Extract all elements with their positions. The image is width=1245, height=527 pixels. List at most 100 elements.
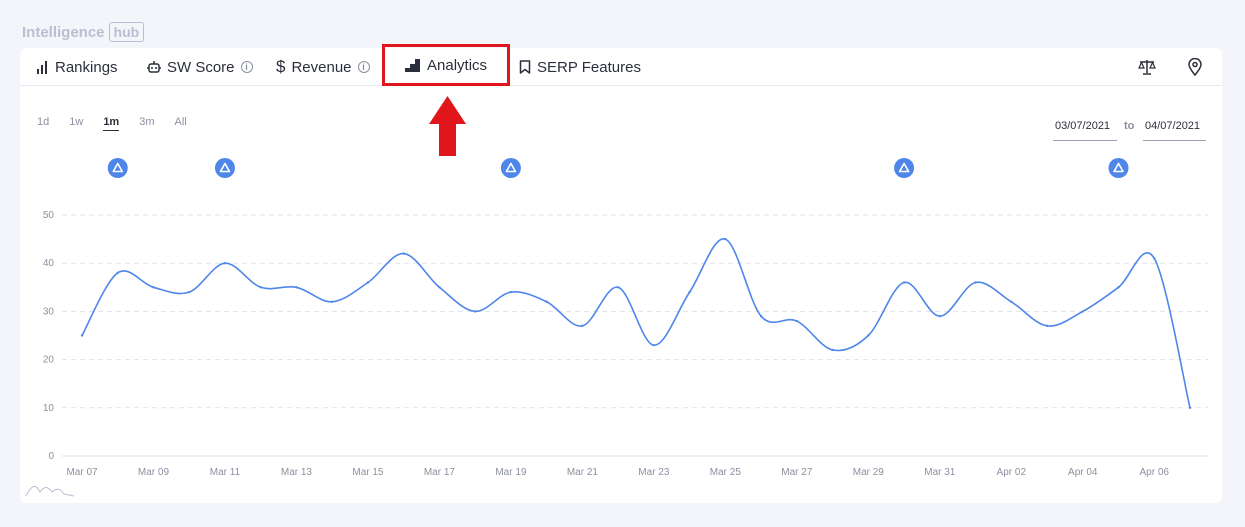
data-point bbox=[330, 300, 334, 303]
x-tick-label: Mar 27 bbox=[781, 467, 813, 478]
data-point bbox=[152, 286, 155, 289]
x-tick-label: Mar 21 bbox=[567, 467, 599, 478]
analytics-card: 0 10 20 30 40 50 Mar 07 Mar 09 Mar 11 Mar 13 Mar 1… bbox=[20, 44, 1222, 503]
y-tick-label: 10 bbox=[43, 403, 55, 414]
y-tick-label: 40 bbox=[43, 258, 55, 269]
data-point bbox=[402, 252, 405, 255]
y-tick-label: 20 bbox=[43, 355, 55, 366]
x-tick-label: Mar 25 bbox=[710, 467, 742, 478]
tab-label: SERP Features bbox=[537, 58, 641, 76]
data-point bbox=[902, 281, 906, 284]
tab-revenue[interactable]: $ Revenue i bbox=[276, 48, 370, 86]
data-point bbox=[759, 315, 763, 318]
x-tick-label: Apr 06 bbox=[1140, 467, 1170, 478]
annotation-marker bbox=[894, 158, 915, 178]
tab-sw-score[interactable]: SW Score i bbox=[147, 48, 253, 86]
x-tick-label: Mar 15 bbox=[352, 467, 384, 478]
x-tick-label: Mar 09 bbox=[138, 467, 170, 478]
data-point bbox=[1188, 406, 1192, 409]
tab-label: Revenue bbox=[291, 58, 352, 76]
date-from-input[interactable]: 03/07/2021 bbox=[1053, 118, 1117, 141]
x-tick-label: Mar 11 bbox=[210, 467, 241, 478]
red-arrow-up-icon bbox=[429, 96, 466, 161]
date-to-input[interactable]: 04/07/2021 bbox=[1143, 118, 1206, 141]
annotation-marker bbox=[107, 158, 128, 178]
annotation-marker bbox=[1108, 158, 1129, 178]
dollar-icon: $ bbox=[276, 57, 286, 76]
tab-label: SW Score bbox=[167, 58, 235, 76]
data-point bbox=[616, 286, 620, 289]
data-point bbox=[116, 271, 119, 275]
range-all[interactable]: All bbox=[174, 116, 187, 128]
steps-chart-icon bbox=[405, 58, 420, 72]
sparkline-icon bbox=[25, 486, 75, 497]
data-point bbox=[1010, 300, 1013, 303]
y-tick-label: 30 bbox=[43, 306, 55, 317]
triangle-icon bbox=[1113, 162, 1124, 173]
x-tick-label: Mar 29 bbox=[853, 467, 885, 478]
data-point bbox=[545, 300, 548, 303]
x-tick-label: Mar 07 bbox=[66, 467, 98, 478]
x-tick-label: Mar 19 bbox=[495, 467, 527, 478]
data-point bbox=[688, 290, 691, 294]
x-tick-label: Mar 31 bbox=[924, 467, 956, 478]
brand-name: Intelligence bbox=[22, 23, 105, 41]
data-point bbox=[223, 262, 227, 265]
data-point bbox=[259, 286, 262, 289]
data-point bbox=[831, 348, 834, 352]
data-point bbox=[1081, 310, 1084, 313]
tab-label: Rankings bbox=[55, 58, 118, 76]
triangle-icon bbox=[505, 162, 517, 173]
brand-logo: Intelligence hub bbox=[22, 22, 145, 42]
y-tick-label: 50 bbox=[43, 210, 55, 221]
series-line bbox=[81, 238, 1191, 408]
data-point bbox=[188, 290, 191, 294]
triangle-icon bbox=[219, 162, 231, 173]
data-point bbox=[581, 324, 584, 328]
map-pin-icon[interactable] bbox=[1184, 56, 1206, 78]
bar-chart-icon bbox=[37, 61, 47, 74]
annotation-marker bbox=[214, 158, 235, 178]
x-tick-label: Apr 02 bbox=[997, 467, 1027, 478]
data-point bbox=[509, 290, 513, 294]
tab-label: Analytics bbox=[427, 56, 488, 74]
data-point bbox=[1045, 324, 1049, 328]
annotation-marker bbox=[500, 158, 521, 178]
tab-serp-features[interactable]: SERP Features bbox=[519, 48, 641, 86]
x-tick-label: Mar 17 bbox=[424, 467, 456, 478]
tab-analytics[interactable]: Analytics bbox=[382, 44, 511, 86]
robot-icon bbox=[147, 61, 161, 73]
data-point bbox=[974, 281, 977, 284]
data-point bbox=[438, 286, 441, 289]
range-1m[interactable]: 1m bbox=[103, 116, 120, 131]
range-1d[interactable]: 1d bbox=[37, 116, 50, 128]
data-point bbox=[80, 334, 84, 337]
data-point bbox=[724, 237, 727, 241]
date-to-label: to bbox=[1124, 120, 1135, 132]
range-3m[interactable]: 3m bbox=[139, 116, 155, 128]
range-selector: 1d 1w 1m 3m All bbox=[37, 116, 207, 131]
tab-rankings[interactable]: Rankings bbox=[37, 48, 118, 86]
info-icon[interactable]: i bbox=[357, 61, 370, 73]
data-point bbox=[795, 319, 799, 323]
x-tick-label: Mar 23 bbox=[638, 467, 670, 478]
line-chart: 0 10 20 30 40 50 Mar 07 Mar 09 Mar 11 Mar 13 Mar 1… bbox=[25, 158, 1208, 497]
bookmark-icon bbox=[519, 60, 531, 74]
info-icon[interactable]: i bbox=[240, 61, 253, 73]
data-point bbox=[473, 310, 477, 313]
tab-bar: Rankings SW Score i $ Revenue i Analytic bbox=[20, 44, 1222, 86]
triangle-icon bbox=[898, 162, 910, 173]
x-tick-label: Mar 13 bbox=[281, 467, 313, 478]
range-1w[interactable]: 1w bbox=[69, 116, 84, 128]
data-point bbox=[652, 343, 656, 347]
data-point bbox=[938, 315, 942, 318]
data-point bbox=[867, 334, 870, 337]
y-tick-label: 0 bbox=[48, 451, 54, 462]
x-tick-label: Apr 04 bbox=[1068, 467, 1098, 478]
scale-icon[interactable] bbox=[1136, 56, 1158, 78]
data-point bbox=[295, 286, 298, 289]
data-point bbox=[366, 281, 370, 284]
triangle-icon bbox=[112, 162, 124, 173]
data-point bbox=[1117, 286, 1120, 289]
data-point bbox=[1153, 257, 1156, 260]
